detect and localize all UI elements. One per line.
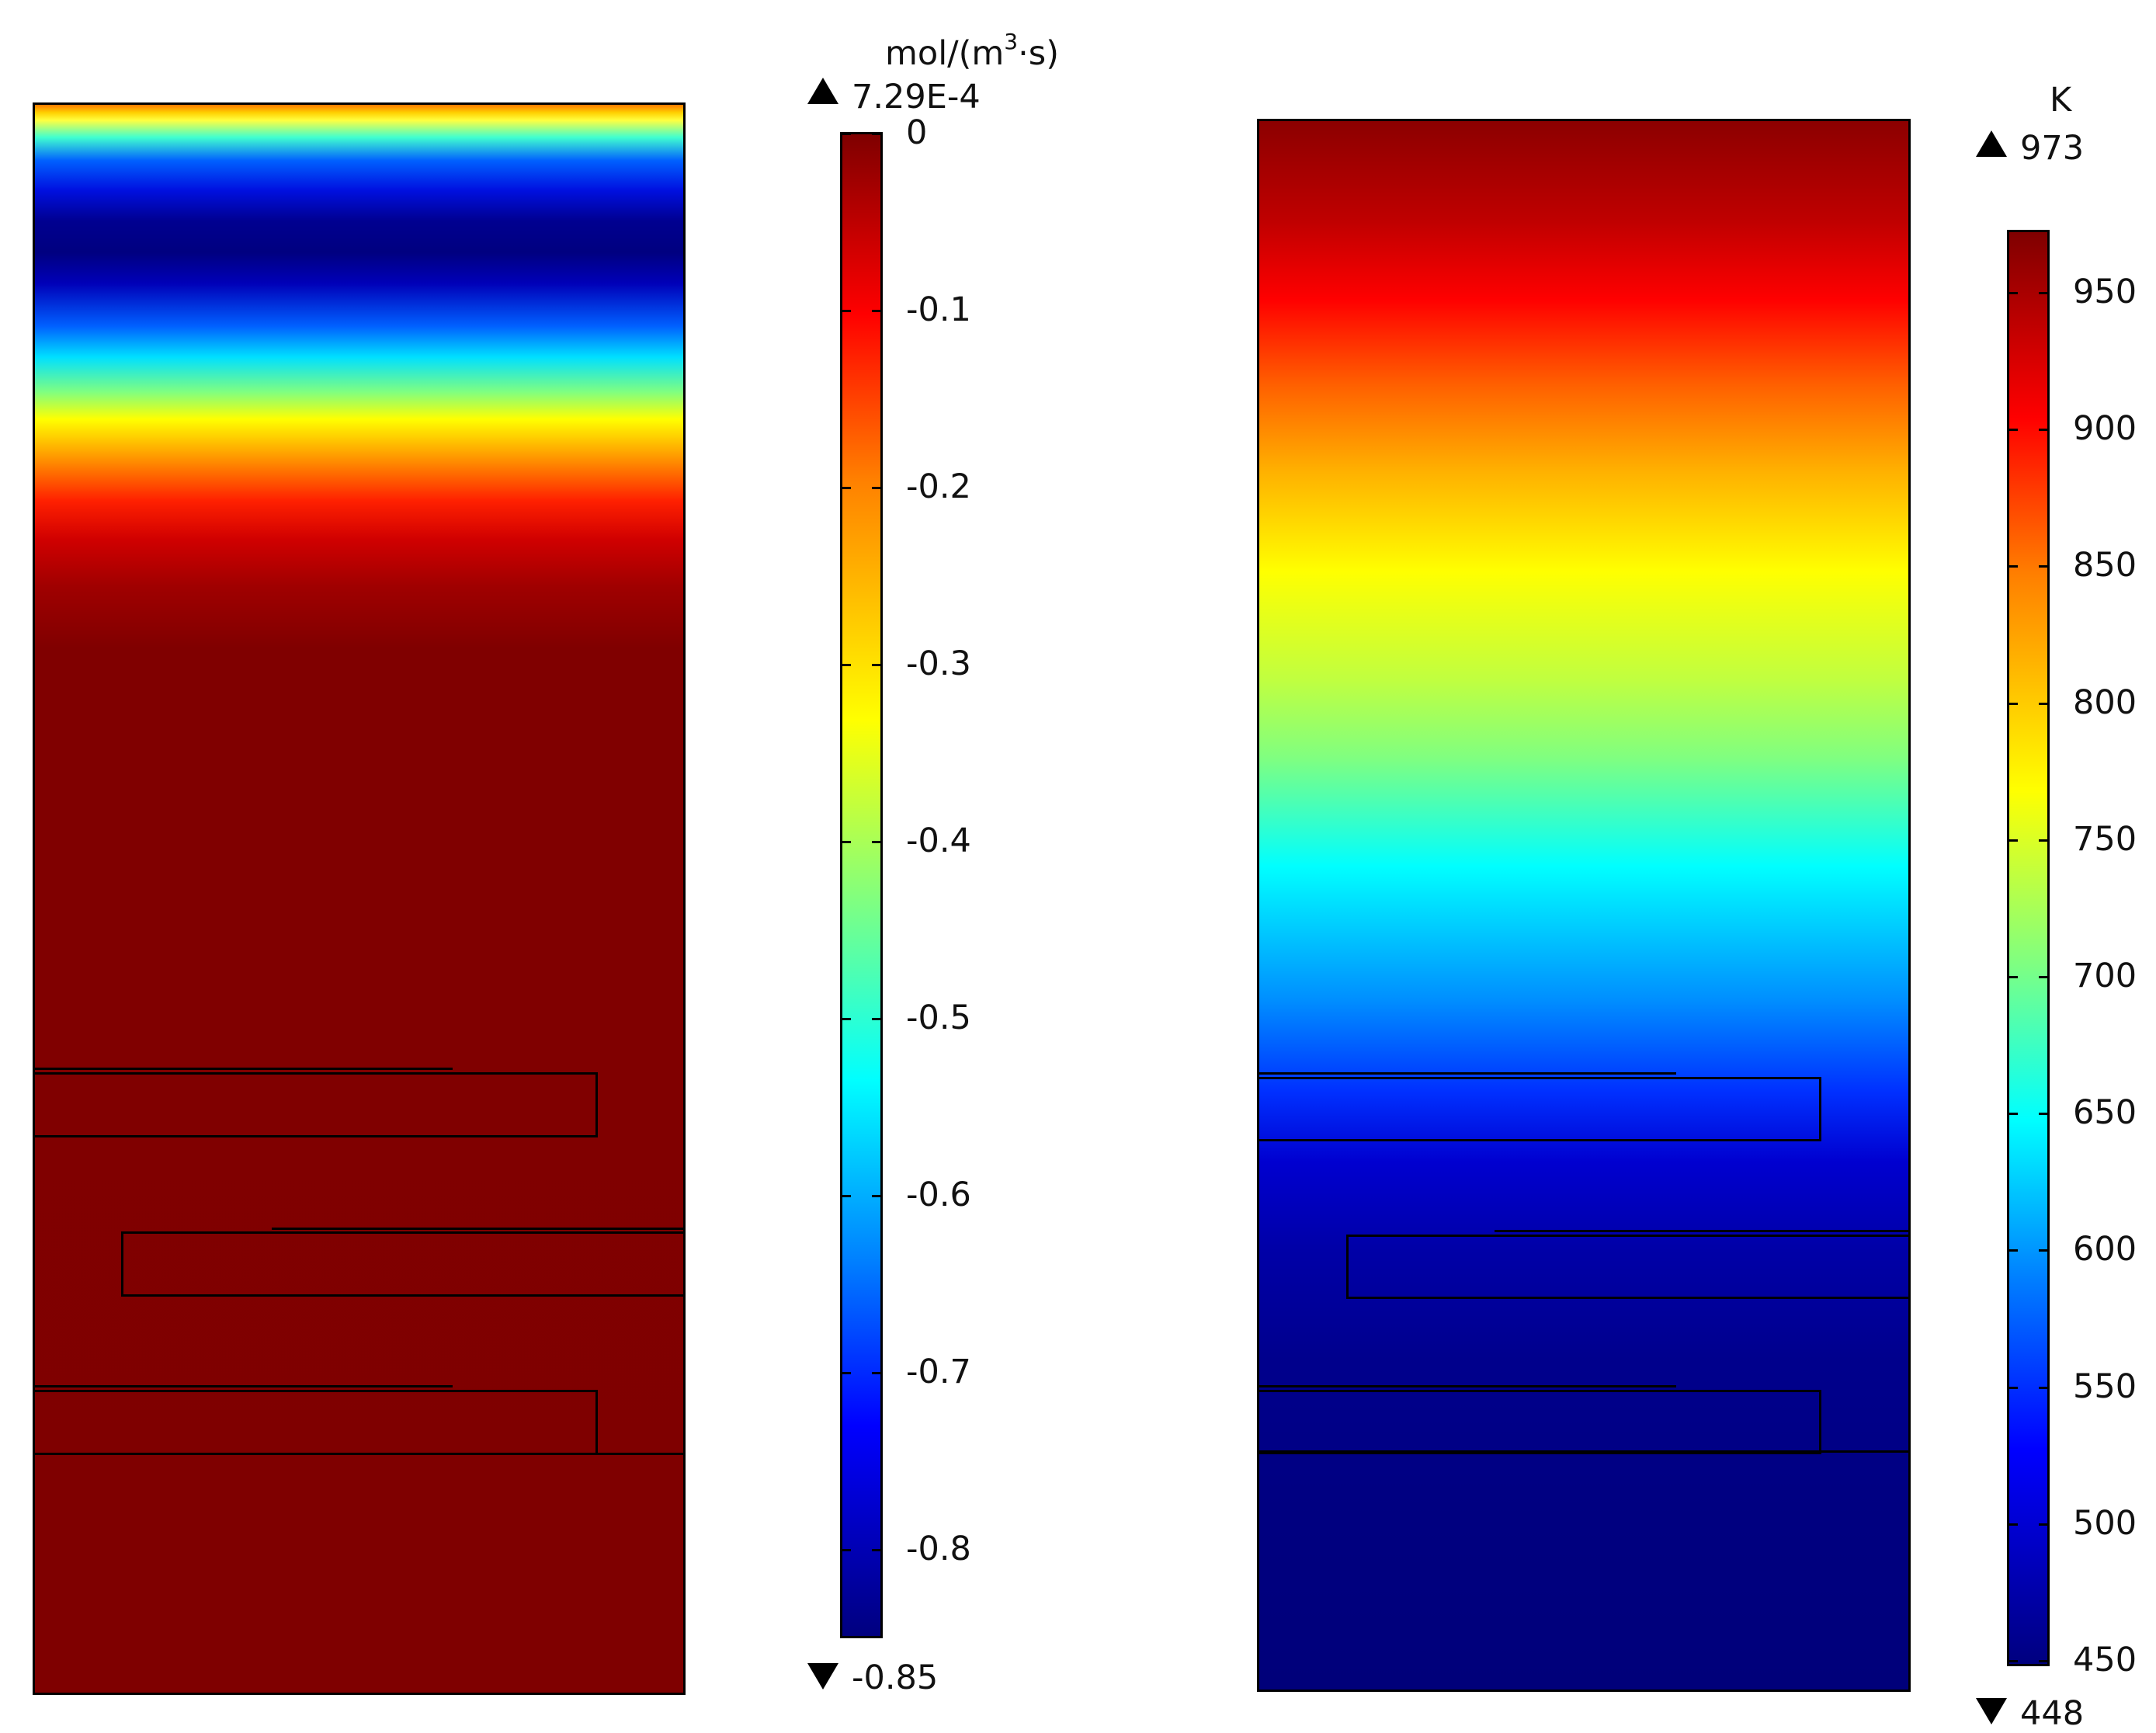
insert-2 bbox=[121, 1231, 683, 1297]
min-marker-icon bbox=[1976, 1698, 2007, 1724]
max-marker-icon bbox=[807, 78, 838, 104]
colorbar-tick bbox=[872, 1017, 883, 1020]
base-boundary bbox=[1259, 1450, 1908, 1453]
temperature-colorbar-unit: K bbox=[2050, 81, 2072, 120]
colorbar-tick bbox=[2007, 429, 2018, 432]
colorbar-tick-label: 450 bbox=[2073, 1640, 2137, 1679]
max-marker-icon bbox=[1976, 130, 2007, 157]
colorbar-tick bbox=[872, 486, 883, 489]
colorbar-tick-label: 700 bbox=[2073, 957, 2137, 995]
colorbar-tick-label: -0.4 bbox=[906, 821, 971, 860]
temperature-colorbar-max-label: 973 bbox=[2020, 129, 2085, 168]
insert-1-top-edge bbox=[1259, 1072, 1676, 1075]
colorbar-tick bbox=[2007, 976, 2018, 978]
colorbar-tick bbox=[840, 309, 851, 312]
colorbar-tick bbox=[2039, 976, 2050, 978]
colorbar-tick-label: 950 bbox=[2073, 273, 2137, 312]
rate-colorbar bbox=[840, 132, 883, 1638]
colorbar-tick-label: 600 bbox=[2073, 1230, 2137, 1269]
colorbar-tick bbox=[872, 840, 883, 843]
colorbar-tick-label: -0.5 bbox=[906, 998, 971, 1037]
colorbar-tick bbox=[2007, 1249, 2018, 1252]
colorbar-tick bbox=[840, 1548, 851, 1551]
colorbar-tick bbox=[2007, 1386, 2018, 1389]
colorbar-tick-label: 850 bbox=[2073, 546, 2137, 585]
colorbar-tick bbox=[2039, 429, 2050, 432]
insert-2 bbox=[1346, 1235, 1908, 1299]
colorbar-tick bbox=[872, 1371, 883, 1374]
insert-1-top-edge bbox=[35, 1068, 453, 1070]
colorbar-tick bbox=[2007, 1113, 2018, 1116]
colorbar-tick-label: -0.6 bbox=[906, 1175, 971, 1214]
insert-1 bbox=[1259, 1077, 1821, 1141]
colorbar-tick bbox=[840, 1194, 851, 1197]
rate-colorbar-min-label: -0.85 bbox=[852, 1658, 939, 1697]
colorbar-tick-label: -0.2 bbox=[906, 467, 971, 506]
colorbar-tick bbox=[2007, 565, 2018, 568]
colorbar-tick bbox=[872, 663, 883, 666]
colorbar-tick bbox=[2007, 292, 2018, 295]
colorbar-tick-label: -0.7 bbox=[906, 1352, 971, 1391]
colorbar-tick bbox=[872, 1548, 883, 1551]
colorbar-tick bbox=[2039, 1249, 2050, 1252]
colorbar-tick bbox=[2039, 1523, 2050, 1526]
colorbar-tick-label: 500 bbox=[2073, 1503, 2137, 1543]
rate-field-plot bbox=[33, 102, 686, 1695]
colorbar-tick bbox=[2039, 292, 2050, 295]
colorbar-tick bbox=[840, 840, 851, 843]
colorbar-tick-label: 550 bbox=[2073, 1367, 2137, 1406]
colorbar-tick bbox=[840, 1017, 851, 1020]
colorbar-tick bbox=[840, 1371, 851, 1374]
colorbar-tick bbox=[872, 132, 883, 135]
base-boundary bbox=[35, 1453, 683, 1455]
colorbar-tick bbox=[2007, 839, 2018, 842]
colorbar-tick-label: 750 bbox=[2073, 819, 2137, 859]
temperature-colorbar-min-label: 448 bbox=[2020, 1694, 2085, 1733]
colorbar-tick bbox=[2039, 839, 2050, 842]
insert-2-top-edge bbox=[272, 1228, 683, 1230]
colorbar-tick bbox=[2007, 1523, 2018, 1526]
colorbar-tick bbox=[872, 309, 883, 312]
colorbar-tick-label: 900 bbox=[2073, 409, 2137, 449]
insert-3 bbox=[1259, 1390, 1821, 1454]
colorbar-tick bbox=[2039, 1659, 2050, 1662]
colorbar-tick-label: 800 bbox=[2073, 682, 2137, 722]
colorbar-tick bbox=[2007, 702, 2018, 705]
colorbar-tick bbox=[2039, 702, 2050, 705]
colorbar-tick-label: -0.1 bbox=[906, 290, 971, 329]
colorbar-tick bbox=[2039, 565, 2050, 568]
colorbar-tick bbox=[840, 132, 851, 135]
colorbar-tick bbox=[840, 663, 851, 666]
insert-3 bbox=[35, 1390, 598, 1455]
colorbar-tick bbox=[872, 1194, 883, 1197]
rate-colorbar-max-label: 7.29E-4 bbox=[852, 78, 981, 116]
temperature-field-plot bbox=[1257, 119, 1911, 1692]
insert-3-top-edge bbox=[35, 1385, 453, 1387]
colorbar-tick bbox=[840, 486, 851, 489]
min-marker-icon bbox=[807, 1663, 838, 1690]
temperature-colorbar bbox=[2007, 230, 2050, 1666]
insert-3-top-edge bbox=[1259, 1385, 1676, 1387]
colorbar-tick bbox=[2039, 1113, 2050, 1116]
colorbar-tick bbox=[2007, 1659, 2018, 1662]
colorbar-tick bbox=[2039, 1386, 2050, 1389]
insert-1 bbox=[35, 1072, 598, 1137]
colorbar-tick-label: 0 bbox=[906, 113, 928, 152]
rate-colorbar-unit: mol/(m3·s) bbox=[885, 29, 1059, 73]
colorbar-tick-label: -0.8 bbox=[906, 1529, 971, 1568]
colorbar-tick-label: -0.3 bbox=[906, 644, 971, 683]
insert-2-top-edge bbox=[1495, 1230, 1908, 1232]
colorbar-tick-label: 650 bbox=[2073, 1093, 2137, 1133]
